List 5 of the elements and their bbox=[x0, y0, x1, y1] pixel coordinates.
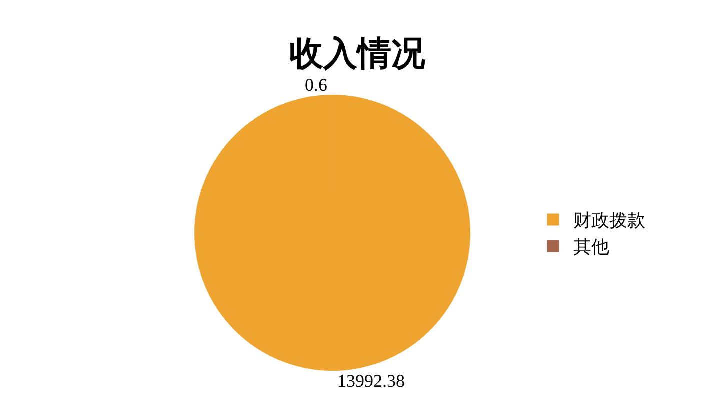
chart-title: 收入情况 bbox=[290, 34, 426, 74]
legend-label: 财政拨款 bbox=[573, 210, 646, 232]
legend-label: 其他 bbox=[573, 237, 610, 258]
data-label: 0.6 bbox=[304, 75, 328, 95]
data-label: 13992.38 bbox=[338, 371, 406, 391]
